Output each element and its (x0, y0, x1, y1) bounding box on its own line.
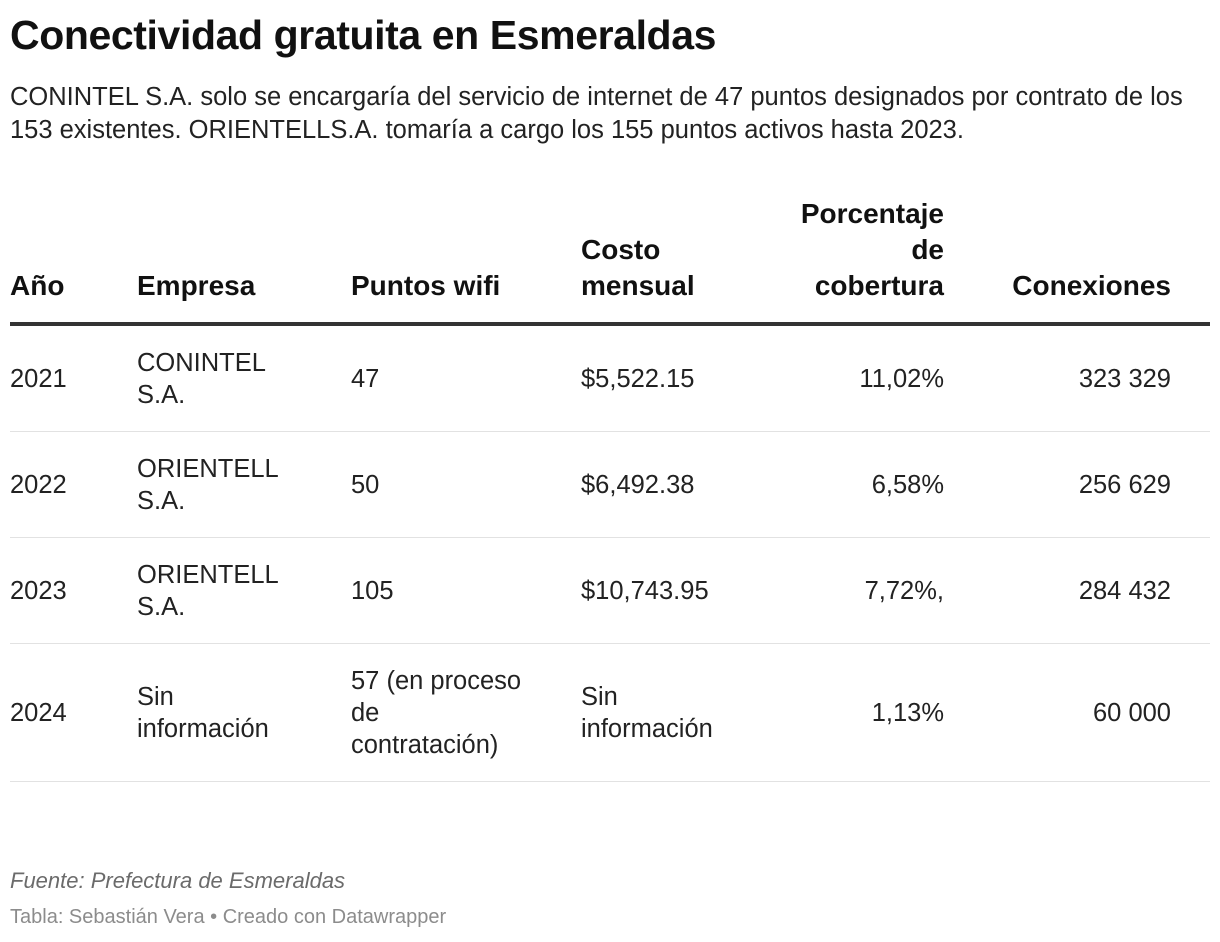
cell-puntos-wifi: 57 (en proceso de contratación) (351, 643, 581, 782)
chart-subtitle: CONINTEL S.A. solo se encargaría del ser… (10, 83, 1183, 144)
table-row: 2021 CONINTEL S.A. 47 $5,522.15 11,02% 3… (10, 324, 1210, 432)
cell-puntos-wifi: 50 (351, 431, 581, 538)
column-header-anio[interactable]: Año (10, 196, 137, 326)
data-table: Año Empresa Puntos wifi Costo mensual Po… (10, 196, 1210, 782)
source-note: Fuente: Prefectura de Esmeraldas (10, 868, 346, 893)
column-header-conexiones[interactable]: Conexiones (944, 196, 1210, 326)
column-header-puntos-wifi[interactable]: Puntos wifi (351, 196, 581, 326)
cell-empresa: ORIENTELL S.A. (137, 431, 351, 538)
cell-costo-mensual: $5,522.15 (581, 324, 786, 432)
cell-porcentaje: 1,13% (786, 643, 944, 782)
credit-note[interactable]: Tabla: Sebastián Vera • Creado con Dataw… (10, 906, 447, 928)
table-row: 2023 ORIENTELL S.A. 105 $10,743.95 7,72%… (10, 537, 1210, 644)
cell-empresa: CONINTEL S.A. (137, 324, 351, 432)
cell-porcentaje: 6,58% (786, 431, 944, 538)
column-header-costo-mensual[interactable]: Costo mensual (581, 196, 786, 326)
cell-conexiones: 60 000 (944, 643, 1210, 782)
cell-anio: 2021 (10, 324, 137, 432)
cell-puntos-wifi: 47 (351, 324, 581, 432)
table-header-row: Año Empresa Puntos wifi Costo mensual Po… (10, 196, 1210, 326)
cell-anio: 2024 (10, 643, 137, 782)
chart-title: Conectividad gratuita en Esmeraldas (10, 12, 717, 58)
cell-conexiones: 256 629 (944, 431, 1210, 538)
cell-anio: 2022 (10, 431, 137, 538)
cell-anio: 2023 (10, 537, 137, 644)
cell-porcentaje: 7,72%, (786, 537, 944, 644)
column-header-porcentaje-cobertura[interactable]: Porcentaje de cobertura (786, 196, 944, 326)
cell-costo-mensual: $6,492.38 (581, 431, 786, 538)
column-header-empresa[interactable]: Empresa (137, 196, 351, 326)
table-row: 2024 Sin información 57 (en proceso de c… (10, 643, 1210, 782)
cell-porcentaje: 11,02% (786, 324, 944, 432)
cell-costo-mensual: Sin información (581, 643, 786, 782)
table-row: 2022 ORIENTELL S.A. 50 $6,492.38 6,58% 2… (10, 431, 1210, 538)
cell-empresa: Sin información (137, 643, 351, 782)
cell-costo-mensual: $10,743.95 (581, 537, 786, 644)
cell-puntos-wifi: 105 (351, 537, 581, 644)
cell-conexiones: 323 329 (944, 324, 1210, 432)
cell-empresa: ORIENTELL S.A. (137, 537, 351, 644)
cell-conexiones: 284 432 (944, 537, 1210, 644)
